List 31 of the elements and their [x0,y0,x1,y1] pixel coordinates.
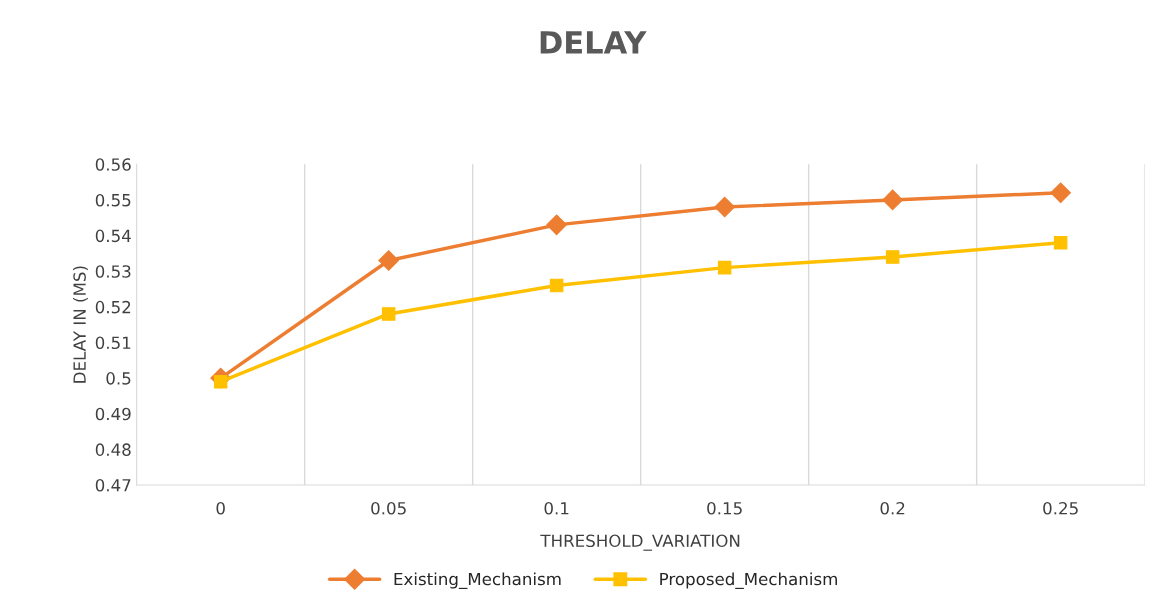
y-tick-label: 0.51 [95,336,131,350]
point [714,196,735,218]
point [882,189,903,211]
x-tick-label: 0.05 [371,501,406,515]
x-tick-label: 0.2 [880,501,905,515]
y-tick-label: 0.52 [95,300,131,314]
y-axis-title: DELAY IN (MS) [73,266,88,383]
y-tick-label: 0.47 [95,478,131,492]
y-tick-label: 0.53 [95,265,131,278]
y-tick-label: 0.49 [95,407,131,421]
legend-label: Proposed_Mechanism [660,572,837,589]
point [1053,235,1068,250]
point [885,250,900,264]
point [717,260,732,275]
point [549,278,564,293]
point [546,214,567,236]
point [381,307,396,321]
point [378,250,399,271]
x-tick-label: 0.25 [1043,501,1078,515]
point [1050,182,1071,204]
x-tick-label: 0.15 [707,501,742,515]
x-tick-label: 0.1 [544,501,569,515]
y-tick-label: 0.55 [95,193,131,207]
y-tick-label: 0.5 [106,372,131,385]
x-tick-label: 0 [216,501,225,515]
chart-title: DELAY [540,31,647,54]
x-axis-title: THRESHOLD_VARIATION [540,534,740,551]
y-tick-label: 0.54 [95,229,131,243]
legend-label: Existing_Mechanism [394,572,561,589]
y-tick-label: 0.48 [95,443,131,456]
y-tick-label: 0.56 [95,158,131,171]
